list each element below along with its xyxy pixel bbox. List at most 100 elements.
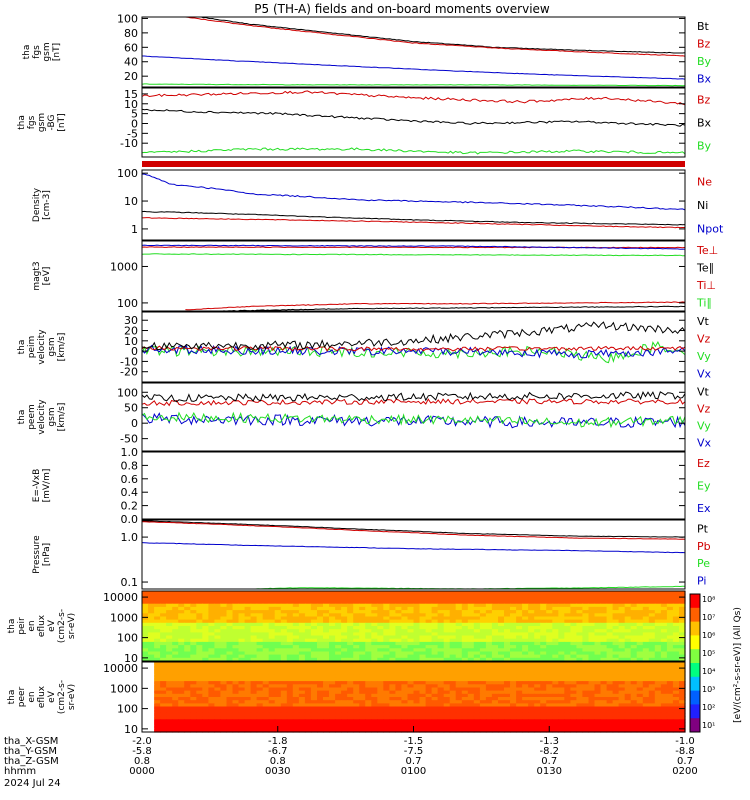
heatmap-cell — [473, 684, 481, 689]
heatmap-cell — [413, 600, 421, 605]
heatmap-cell — [546, 677, 553, 682]
heatmap-cell — [425, 619, 433, 624]
heatmap-cell — [214, 645, 221, 649]
heatmap-cell — [654, 668, 662, 673]
heatmap-cell — [347, 674, 354, 679]
heatmap-cell — [323, 622, 330, 627]
heatmap-cell — [196, 712, 203, 717]
heatmap-cell — [654, 654, 662, 659]
y-axis-label: tha peir en eflux eV (cm2-s-sr-eV) — [7, 609, 77, 643]
heatmap-cell — [178, 594, 185, 598]
heatmap-cell — [498, 706, 505, 711]
heatmap-cell — [317, 645, 324, 649]
heatmap-cell — [329, 687, 336, 692]
heatmap-cell — [335, 703, 342, 708]
y-axis-label-line: velocity — [37, 329, 47, 365]
heatmap-cell — [660, 725, 668, 730]
heatmap-cell — [184, 677, 191, 682]
heatmap-cell — [292, 719, 300, 724]
heatmap-cell — [425, 668, 433, 673]
heatmap-cell — [244, 616, 252, 621]
heatmap-cell — [395, 697, 402, 701]
heatmap-cell — [256, 632, 264, 637]
colorbar-segment — [690, 676, 700, 692]
heatmap-cell — [262, 690, 270, 695]
heatmap-cell — [522, 657, 529, 662]
heatmap-cell — [630, 600, 638, 605]
heatmap-cell — [540, 626, 547, 630]
heatmap-cell — [582, 712, 589, 717]
heatmap-cell — [407, 597, 415, 602]
heatmap-cell — [528, 606, 535, 611]
heatmap-cell — [383, 632, 390, 637]
heatmap-cell — [624, 600, 632, 605]
heatmap-cell — [383, 722, 390, 727]
heatmap-cell — [280, 677, 288, 682]
heatmap-cell — [600, 606, 608, 611]
heatmap-cell — [184, 722, 191, 727]
heatmap-cell — [298, 674, 306, 679]
colorbar-segment — [690, 704, 700, 719]
heatmap-cell — [679, 613, 686, 618]
heatmap-cell — [582, 681, 589, 685]
heatmap-cell — [642, 662, 650, 666]
heatmap-cell — [522, 619, 529, 624]
heatmap-cell — [413, 657, 421, 662]
heatmap-cell — [498, 722, 505, 727]
heatmap-cell — [576, 632, 583, 637]
heatmap-cell — [437, 690, 445, 695]
heatmap-cell — [540, 594, 547, 598]
heatmap-cell — [660, 610, 668, 614]
heatmap-cell — [467, 712, 475, 717]
heatmap-cell — [347, 603, 354, 608]
heatmap-cell — [467, 719, 475, 724]
heatmap-cell — [455, 638, 463, 643]
heatmap-cell — [292, 690, 300, 695]
heatmap-cell — [570, 603, 577, 608]
heatmap-cell — [202, 690, 209, 695]
heatmap-cell — [540, 645, 547, 649]
heatmap-cell — [594, 703, 602, 708]
x-tick-label-t: 0030 — [265, 766, 290, 777]
heatmap-cell — [268, 677, 276, 682]
heatmap-cell — [310, 610, 318, 614]
heatmap-cell — [341, 600, 348, 605]
heatmap-cell — [558, 654, 565, 659]
heatmap-cell — [534, 619, 541, 624]
heatmap-cell — [274, 626, 282, 630]
heatmap-cell — [498, 671, 505, 676]
heatmap-cell — [546, 622, 553, 627]
heatmap-cell — [377, 674, 384, 679]
heatmap-cell — [365, 645, 372, 649]
heatmap-cell — [383, 668, 390, 673]
heatmap-cell — [335, 687, 342, 692]
heatmap-cell — [467, 648, 475, 653]
heatmap-cell — [214, 651, 221, 656]
heatmap-cell — [389, 597, 396, 602]
heatmap-cell — [341, 622, 348, 627]
heatmap-cell — [274, 668, 282, 673]
heatmap-cell — [383, 594, 390, 598]
heatmap-cell — [600, 703, 608, 708]
heatmap-cell — [371, 716, 378, 720]
heatmap-cell — [504, 709, 511, 714]
heatmap-cell — [600, 610, 608, 614]
heatmap-cell — [570, 725, 577, 730]
heatmap-cell — [310, 712, 318, 717]
heatmap-cell — [244, 594, 252, 598]
heatmap-cell — [654, 635, 662, 640]
heatmap-cell — [202, 632, 209, 637]
heatmap-cell — [419, 610, 427, 614]
heatmap-cell — [244, 728, 252, 733]
heatmap-cell — [268, 687, 276, 692]
heatmap-cell — [558, 594, 565, 598]
heatmap-cell — [359, 635, 366, 640]
heatmap-cell — [636, 613, 644, 618]
heatmap-cell — [540, 654, 547, 659]
heatmap-cell — [558, 684, 565, 689]
heatmap-cell — [310, 728, 318, 733]
heatmap-cell — [395, 719, 402, 724]
heatmap-cell — [274, 641, 282, 646]
